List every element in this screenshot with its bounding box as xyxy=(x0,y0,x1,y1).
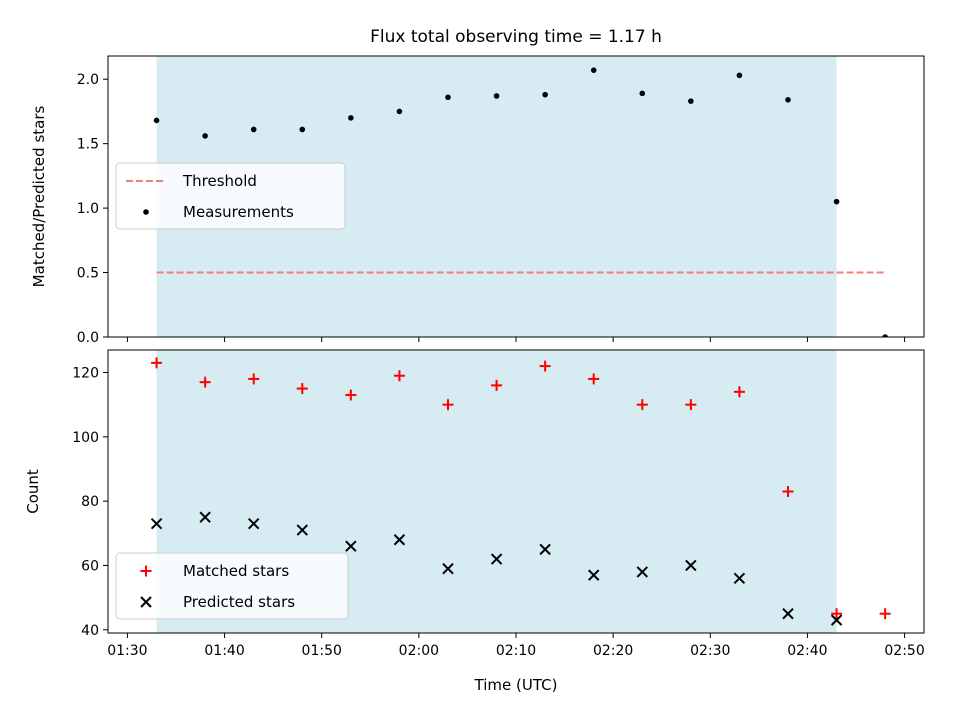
legend-box xyxy=(115,162,346,230)
y-tick-label: 100 xyxy=(72,430,99,446)
predicted-star-marker xyxy=(199,511,211,523)
measurement-point xyxy=(445,94,451,101)
legend-item-measurements: Measurements xyxy=(143,203,294,221)
predicted-star-marker xyxy=(442,562,454,575)
measurement-point xyxy=(396,108,403,115)
y-tick-label: 2.0 xyxy=(77,72,99,88)
matched-star-marker xyxy=(248,373,260,385)
bottom-axes-frame xyxy=(107,349,925,634)
matched-star-marker xyxy=(733,386,745,398)
y-tick-label: 60 xyxy=(81,558,99,574)
x-tick-label: 02:10 xyxy=(496,643,536,659)
legend-label: Measurements xyxy=(183,203,294,221)
matched-star-marker xyxy=(491,379,503,391)
predicted-star-marker xyxy=(248,517,260,530)
matched-star-marker xyxy=(879,608,891,620)
measurements-series xyxy=(153,67,888,337)
predicted-star-marker xyxy=(588,569,600,581)
measurement-point xyxy=(250,126,257,133)
predicted-star-marker xyxy=(685,559,697,572)
predicted-star-marker xyxy=(733,572,746,585)
matched-star-marker xyxy=(199,376,211,388)
measurement-point xyxy=(833,198,840,205)
chart-title: Flux total observing time = 1.17 h xyxy=(370,27,662,47)
legend-item-matched-stars: Matched stars xyxy=(140,562,289,580)
x-tick-label: 02:30 xyxy=(690,643,730,659)
measurement-point xyxy=(688,98,694,104)
measurement-point xyxy=(542,91,548,98)
matched-stars-series xyxy=(151,357,891,620)
predicted-star-marker xyxy=(393,534,406,546)
y-tick-label: 1.0 xyxy=(77,201,99,217)
x-tick-label: 02:40 xyxy=(787,643,827,659)
bottom-legend: Matched stars Predicted stars xyxy=(115,552,349,620)
matched-star-marker xyxy=(782,486,794,497)
predicted-star-marker xyxy=(539,543,551,556)
measurement-point xyxy=(882,334,888,337)
x-tick-label: 02:50 xyxy=(884,643,924,659)
y-tick-label: 0.5 xyxy=(77,266,99,282)
x-tick-label: 01:40 xyxy=(204,643,244,659)
measurement-point xyxy=(590,67,597,73)
predicted-star-marker xyxy=(490,553,503,565)
measurement-point xyxy=(153,117,160,124)
bottom-axes: 40 60 80 100 120 01:30 01:40 01:50 02:00 02:10 02:… xyxy=(24,349,925,694)
legend-box xyxy=(115,552,349,620)
matched-star-marker xyxy=(296,383,308,395)
legend-item-predicted-stars: Predicted stars xyxy=(140,593,295,611)
matched-star-marker xyxy=(345,389,357,401)
predicted-star-marker xyxy=(296,524,308,536)
measurement-point xyxy=(493,93,500,99)
measurement-point xyxy=(299,126,306,133)
top-axes: 0.00.51.01.52.0 Matched/Predicted stars … xyxy=(30,55,925,346)
x-tick-label: 01:30 xyxy=(107,643,147,659)
legend-label: Predicted stars xyxy=(183,593,295,611)
y-tick-label: 0.0 xyxy=(77,330,99,346)
measurement-point xyxy=(639,90,646,97)
legend-label: Threshold xyxy=(182,172,257,190)
x-tick-label: 01:50 xyxy=(302,643,342,659)
x-tick-label: 02:20 xyxy=(593,643,633,659)
matched-star-marker xyxy=(393,370,405,382)
legend-label: Matched stars xyxy=(183,562,289,580)
top-y-axis-label: Matched/Predicted stars xyxy=(30,106,48,288)
y-tick-label: 1.5 xyxy=(77,137,99,153)
predicted-stars-series xyxy=(150,511,843,626)
measurement-point xyxy=(202,133,208,139)
y-tick-label: 120 xyxy=(72,366,99,382)
predicted-star-marker xyxy=(150,517,163,530)
y-tick-label: 40 xyxy=(81,623,99,639)
y-tick-label: 80 xyxy=(81,494,99,510)
measurement-point xyxy=(736,72,743,79)
predicted-star-marker xyxy=(782,607,794,620)
top-legend: Threshold Measurements xyxy=(115,162,346,230)
x-axis-label: Time (UTC) xyxy=(474,676,558,694)
x-tick-label: 02:00 xyxy=(399,643,439,659)
matched-star-marker xyxy=(685,399,697,411)
predicted-star-marker xyxy=(830,614,843,626)
bottom-y-axis-label: Count xyxy=(24,469,42,514)
measurement-point xyxy=(785,97,791,103)
matched-star-marker xyxy=(539,360,551,372)
predicted-star-marker xyxy=(636,566,648,578)
measurement-point xyxy=(348,115,354,121)
top-axes-frame xyxy=(107,55,925,338)
legend-item-threshold: Threshold xyxy=(126,172,257,190)
matched-star-marker xyxy=(588,373,600,385)
matched-star-marker xyxy=(636,399,648,411)
matched-star-marker xyxy=(442,399,454,411)
matched-star-marker xyxy=(151,357,163,369)
predicted-star-marker xyxy=(345,540,357,552)
matched-star-marker xyxy=(831,608,843,620)
